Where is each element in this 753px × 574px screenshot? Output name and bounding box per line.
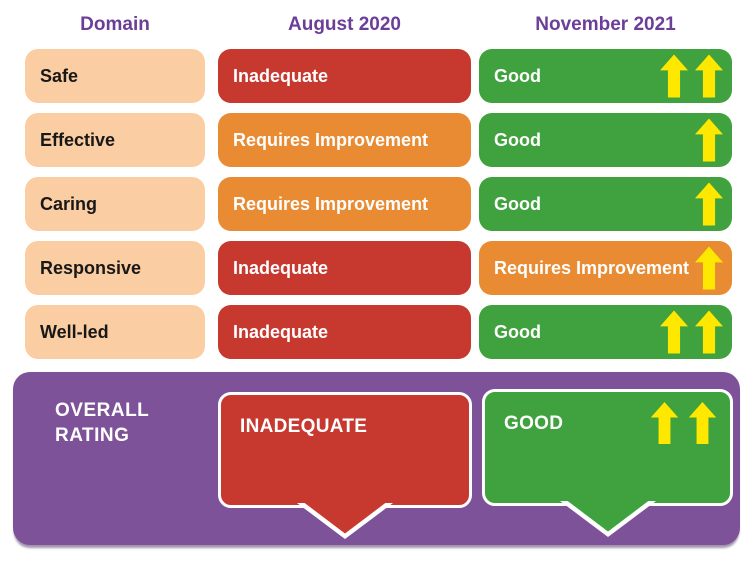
improvement-arrows <box>695 118 723 163</box>
rating-cell-responsive-2021: Requires Improvement <box>479 241 732 295</box>
overall-rating-band: OVERALL RATING INADEQUATE GOOD <box>13 372 740 545</box>
rating-cell-effective-2021: Good <box>479 113 732 167</box>
overall-rating-label: GOOD <box>504 413 564 434</box>
up-arrow-icon <box>660 310 688 354</box>
domain-cell-caring: Caring <box>25 177 205 231</box>
improvement-arrows <box>650 402 717 444</box>
rating-label: Inadequate <box>233 257 329 278</box>
rating-cell-safe-2021: Good <box>479 49 732 103</box>
column-header-august-2020: August 2020 <box>288 14 401 35</box>
up-arrow-icon <box>695 54 723 98</box>
ratings-grid: Safe Inadequate Good Effective Requires … <box>25 49 732 369</box>
improvement-arrows <box>695 246 723 291</box>
up-arrow-icon <box>695 246 723 290</box>
rating-label: Requires Improvement <box>233 129 429 150</box>
up-arrow-icon <box>695 310 723 354</box>
improvement-arrows <box>695 182 723 227</box>
column-header-november-2021: November 2021 <box>535 14 676 35</box>
domain-cell-well-led: Well-led <box>25 305 205 359</box>
rating-cell-caring-2020: Requires Improvement <box>218 177 471 231</box>
speech-bubble-pointer <box>297 501 393 539</box>
rating-cell-effective-2020: Requires Improvement <box>218 113 471 167</box>
rating-label: Inadequate <box>233 65 329 86</box>
rating-cell-safe-2020: Inadequate <box>218 49 471 103</box>
table-row: Responsive Inadequate Requires Improveme… <box>25 241 732 295</box>
rating-label: Good <box>494 321 541 342</box>
column-header-domain: Domain <box>80 14 150 35</box>
rating-label: Inadequate <box>233 321 329 342</box>
up-arrow-icon <box>695 118 723 162</box>
table-row: Caring Requires Improvement Good <box>25 177 732 231</box>
improvement-arrows <box>660 310 723 355</box>
rating-cell-responsive-2020: Inadequate <box>218 241 471 295</box>
improvement-arrows <box>660 54 723 99</box>
rating-label: Requires Improvement <box>494 257 690 278</box>
overall-rating-label: INADEQUATE <box>240 416 368 437</box>
rating-label: Good <box>494 193 541 214</box>
rating-label: Good <box>494 65 541 86</box>
table-row: Safe Inadequate Good <box>25 49 732 103</box>
up-arrow-icon <box>650 402 679 444</box>
rating-cell-well-led-2020: Inadequate <box>218 305 471 359</box>
table-row: Well-led Inadequate Good <box>25 305 732 359</box>
up-arrow-icon <box>695 182 723 226</box>
table-row: Effective Requires Improvement Good <box>25 113 732 167</box>
speech-bubble-pointer <box>559 499 656 537</box>
rating-label: Good <box>494 129 541 150</box>
domain-cell-safe: Safe <box>25 49 205 103</box>
rating-label: Requires Improvement <box>233 193 429 214</box>
rating-cell-well-led-2021: Good <box>479 305 732 359</box>
up-arrow-icon <box>688 402 717 444</box>
domain-cell-effective: Effective <box>25 113 205 167</box>
overall-rating-bubble-2021: GOOD <box>482 389 733 537</box>
rating-cell-caring-2021: Good <box>479 177 732 231</box>
up-arrow-icon <box>660 54 688 98</box>
overall-rating-title: OVERALL RATING <box>55 400 150 446</box>
domain-cell-responsive: Responsive <box>25 241 205 295</box>
overall-rating-bubble-2020: INADEQUATE <box>218 392 472 539</box>
